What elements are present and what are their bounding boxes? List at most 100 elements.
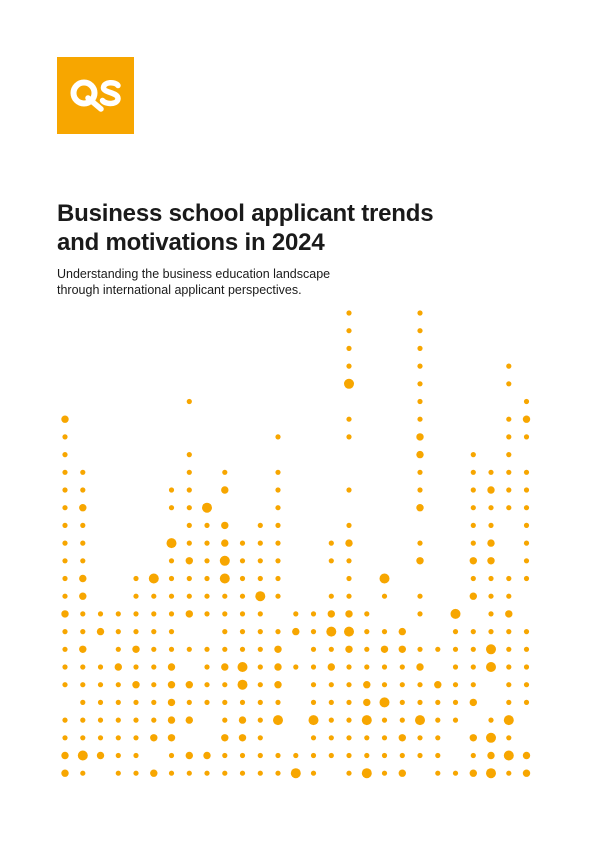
decorative-dot	[97, 735, 104, 741]
decorative-dot	[380, 645, 389, 653]
decorative-dot	[416, 663, 424, 671]
decorative-dot	[469, 557, 477, 565]
decorative-dot	[435, 770, 441, 776]
decorative-dot	[62, 682, 68, 688]
decorative-dot	[168, 575, 175, 582]
decorative-dot	[292, 627, 300, 636]
decorative-dot	[62, 664, 68, 670]
decorative-dot	[363, 698, 371, 707]
decorative-dot	[488, 629, 494, 635]
decorative-dot	[381, 752, 388, 759]
decorative-dot	[80, 522, 86, 528]
decorative-dot	[257, 752, 263, 759]
decorative-dot	[523, 487, 530, 493]
decorative-dot	[506, 416, 512, 422]
decorative-dot	[434, 681, 442, 689]
decorative-dot	[469, 769, 477, 777]
decorative-dot	[470, 505, 476, 511]
decorative-dot	[255, 591, 266, 602]
decorative-dot	[79, 504, 87, 512]
decorative-dot	[186, 699, 192, 705]
decorative-dot	[310, 735, 317, 741]
decorative-dot	[488, 522, 494, 528]
decorative-dot	[293, 752, 299, 759]
decorative-dot	[523, 699, 530, 705]
decorative-dot	[488, 505, 494, 511]
decorative-dot	[275, 434, 281, 440]
decorative-dot	[522, 751, 531, 760]
decorative-dot	[417, 646, 423, 652]
decorative-dot	[257, 522, 263, 528]
decorative-dot	[221, 663, 229, 671]
decorative-dot	[399, 752, 405, 759]
decorative-dot	[133, 770, 139, 776]
decorative-dot	[417, 310, 423, 316]
decorative-dot	[168, 558, 175, 564]
decorative-dot	[204, 558, 210, 564]
decorative-dot	[62, 452, 68, 458]
decorative-dot	[346, 363, 352, 369]
decorative-dot	[239, 699, 246, 705]
decorative-dot	[186, 770, 192, 776]
decorative-dot	[133, 575, 139, 582]
decorative-dot	[80, 699, 86, 705]
decorative-dot	[62, 593, 68, 599]
decorative-dot	[275, 699, 281, 705]
decorative-dot-pattern	[61, 310, 531, 779]
decorative-dot	[239, 611, 246, 617]
decorative-dot	[273, 715, 283, 726]
decorative-dot	[326, 626, 337, 637]
decorative-dot	[168, 487, 175, 493]
decorative-dot	[417, 345, 423, 351]
decorative-dot	[417, 381, 423, 387]
decorative-dot	[257, 629, 263, 635]
decorative-dot	[133, 629, 139, 635]
decorative-dot	[506, 434, 512, 440]
decorative-dot	[417, 593, 423, 599]
decorative-dot	[328, 540, 334, 546]
decorative-dot	[151, 646, 157, 652]
decorative-dot	[398, 645, 406, 653]
decorative-dot	[398, 734, 406, 742]
decorative-dot	[399, 664, 405, 670]
decorative-dot	[115, 699, 121, 705]
decorative-dot	[275, 629, 281, 635]
decorative-dot	[275, 770, 281, 776]
decorative-dot	[239, 629, 246, 635]
title-line-1: Business school applicant trends	[57, 200, 434, 228]
decorative-dot	[346, 434, 352, 440]
decorative-dot	[506, 505, 512, 511]
decorative-dot	[452, 717, 459, 723]
decorative-dot	[290, 768, 301, 779]
decorative-dot	[435, 752, 441, 759]
decorative-dot	[222, 611, 228, 617]
decorative-dot	[204, 611, 210, 617]
decorative-dot	[62, 469, 68, 475]
decorative-dot	[523, 540, 530, 546]
decorative-dot	[168, 629, 175, 635]
decorative-dot	[435, 717, 441, 723]
decorative-dot	[168, 770, 175, 776]
decorative-dot	[257, 735, 263, 741]
decorative-dot	[237, 679, 248, 690]
decorative-dot	[185, 716, 193, 724]
decorative-dot	[417, 752, 423, 759]
decorative-dot	[506, 629, 512, 635]
decorative-dot	[239, 593, 246, 599]
decorative-dot	[506, 593, 512, 599]
decorative-dot	[274, 681, 282, 689]
decorative-dot	[346, 328, 352, 334]
decorative-dot	[80, 770, 86, 776]
decorative-dot	[61, 415, 69, 423]
decorative-dot	[345, 539, 353, 547]
decorative-dot	[79, 645, 87, 653]
decorative-dot	[239, 558, 246, 564]
decorative-dot	[115, 752, 121, 759]
decorative-dot	[168, 611, 175, 617]
decorative-dot	[80, 664, 86, 670]
document-subtitle: Understanding the business education lan…	[57, 266, 477, 298]
decorative-dot	[115, 735, 121, 741]
decorative-dot	[327, 610, 335, 618]
decorative-dot	[293, 664, 299, 670]
decorative-dot	[133, 593, 139, 599]
